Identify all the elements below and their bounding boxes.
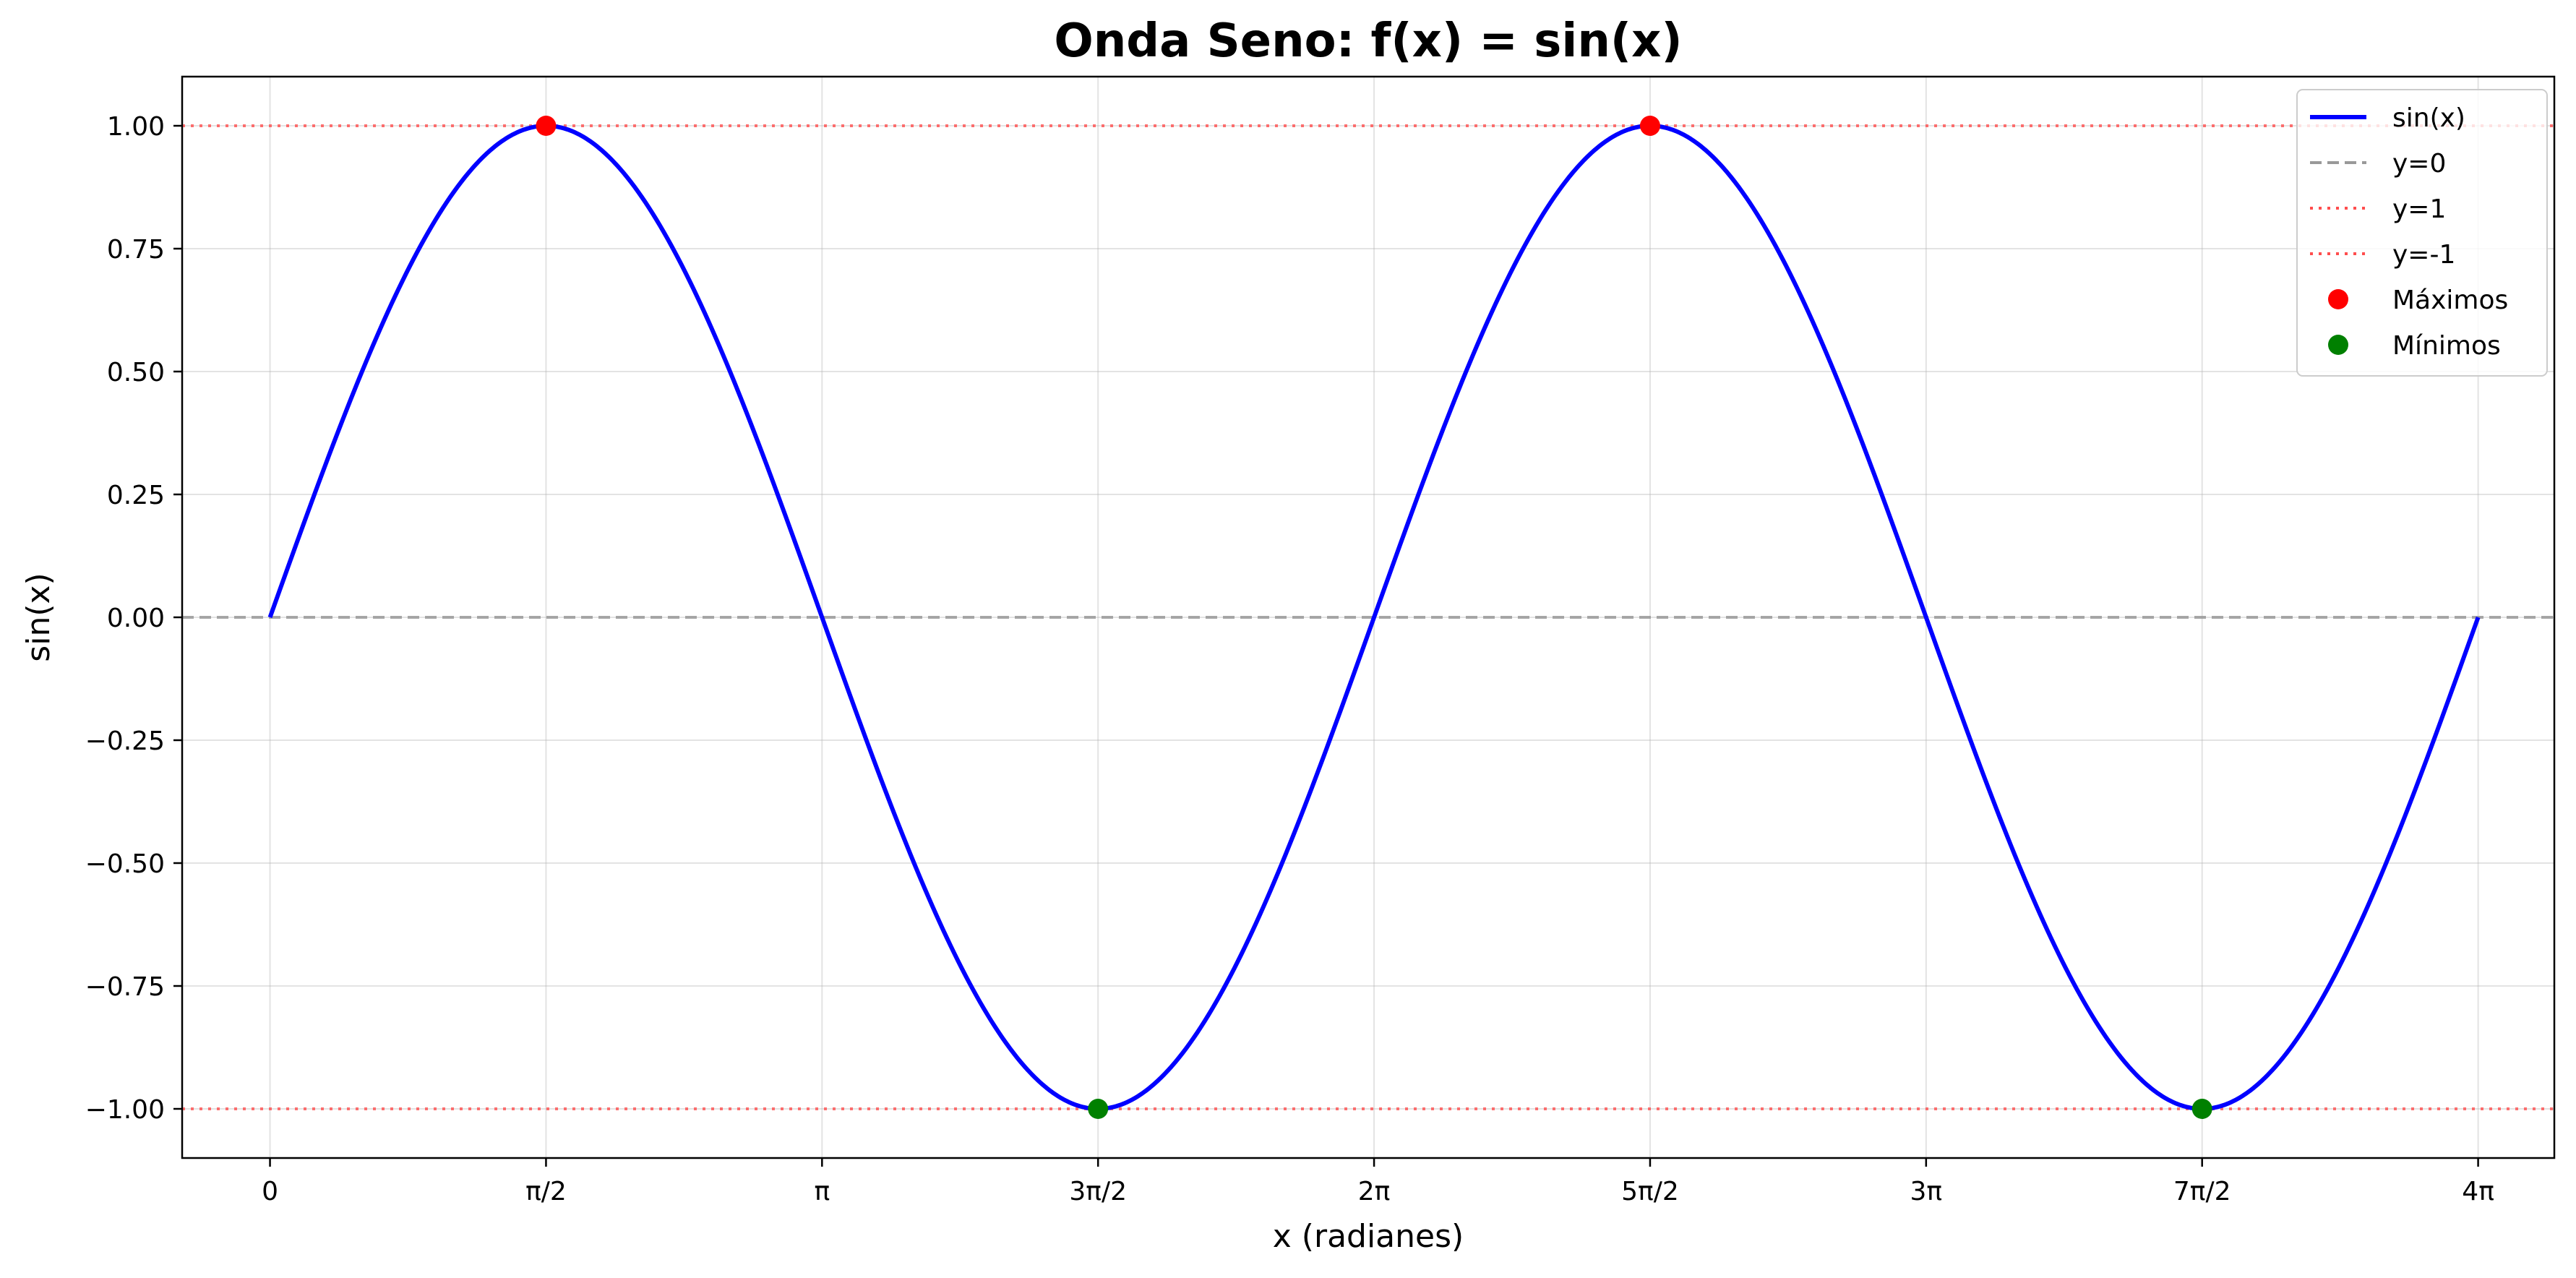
- maximum-point: [1639, 116, 1660, 136]
- legend-label: y=-1: [2392, 240, 2455, 270]
- chart-title: Onda Seno: f(x) = sin(x): [1054, 14, 1682, 68]
- y-tick-label: −1.00: [85, 1095, 165, 1125]
- legend-box: [2296, 89, 2548, 377]
- x-tick-label: 7π/2: [2173, 1177, 2231, 1206]
- y-tick-label: −0.25: [85, 726, 165, 756]
- x-tick-label: 5π/2: [1621, 1177, 1679, 1206]
- x-axis-label: x (radianes): [1273, 1218, 1464, 1255]
- x-tick-label: 2π: [1358, 1177, 1391, 1206]
- minimum-point: [1088, 1099, 1109, 1119]
- x-tick-label: π: [814, 1177, 830, 1206]
- sine-series: [267, 124, 2481, 1111]
- maximum-point: [536, 116, 557, 136]
- y-tick-label: 0.25: [107, 481, 165, 510]
- y-tick-label: 0.00: [107, 604, 165, 633]
- legend-marker: [2328, 289, 2348, 309]
- y-tick-label: −0.75: [85, 972, 165, 1002]
- x-tick-label: 3π: [1910, 1177, 1943, 1206]
- y-tick-label: 0.75: [107, 235, 165, 265]
- sine-curve: [267, 124, 2481, 1111]
- y-tick-label: 1.00: [107, 112, 165, 142]
- legend-label: Máximos: [2392, 286, 2508, 315]
- y-axis-label: sin(x): [20, 572, 57, 661]
- y-tick-label: 0.50: [107, 358, 165, 387]
- legend-marker: [2328, 335, 2348, 355]
- y-tick-label: −0.50: [85, 849, 165, 879]
- axis-ticks: 0 π/2 π 3π/2 2π 5π/2 3π 7π/2 4π 1.00 0.75 0.50 0.25 0…: [85, 112, 2494, 1206]
- minimum-point: [2191, 1099, 2212, 1119]
- x-tick-label: 4π: [2462, 1177, 2494, 1206]
- reference-lines: [182, 124, 2554, 1110]
- x-tick-label: π/2: [525, 1177, 567, 1206]
- legend-label: Mínimos: [2392, 331, 2501, 361]
- legend-label: y=1: [2392, 194, 2446, 224]
- extrema-markers: [536, 116, 2212, 1119]
- legend-label: sin(x): [2392, 103, 2465, 133]
- legend-label: y=0: [2392, 149, 2446, 179]
- x-tick-label: 3π/2: [1069, 1177, 1127, 1206]
- legend: sin(x) y=0 y=1 y=-1 Máximos Mínimos: [2296, 89, 2548, 377]
- x-tick-label: 0: [262, 1177, 278, 1206]
